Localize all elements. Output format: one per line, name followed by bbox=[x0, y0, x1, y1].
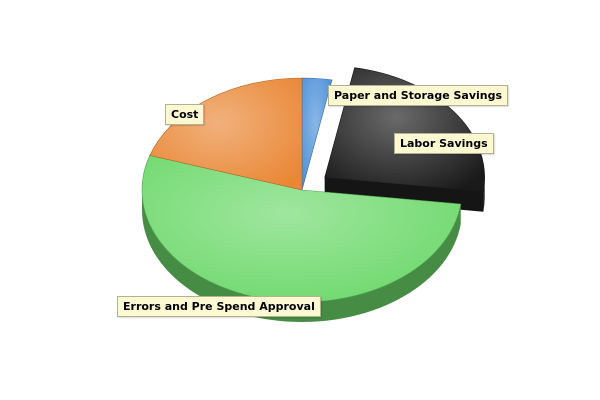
pie-label-labor-savings: Labor Savings bbox=[394, 133, 494, 154]
pie-side-errors-and-pre-spend-approval bbox=[142, 190, 461, 322]
pie-slice-tops bbox=[141, 67, 485, 303]
pie-label-errors-and-pre-spend-approval: Errors and Pre Spend Approval bbox=[117, 296, 321, 317]
pie-slice-cost[interactable] bbox=[149, 77, 303, 191]
pie-label-cost: Cost bbox=[165, 104, 205, 125]
pie-label-paper-and-storage-savings: Paper and Storage Savings bbox=[328, 85, 509, 106]
